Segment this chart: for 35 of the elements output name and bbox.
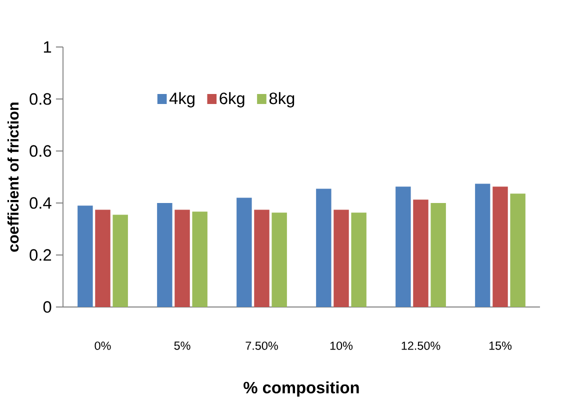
x-axis-title: % composition: [244, 381, 359, 397]
x-tick-label: 5%: [174, 342, 190, 350]
bar: [430, 202, 446, 307]
x-tick-label: 10%: [330, 342, 353, 350]
y-tick-label: 1: [44, 41, 52, 53]
bar: [316, 188, 332, 307]
y-tick-label: 0.6: [30, 145, 52, 157]
bar: [334, 210, 349, 307]
y-axis-title: coefficient of friction: [7, 102, 19, 252]
bar: [254, 210, 270, 307]
y-tick-label: 0: [43, 301, 52, 313]
bar: [475, 184, 490, 307]
y-tick-label: 0.4: [30, 197, 52, 209]
bar: [157, 202, 172, 307]
y-tick-label: 0.8: [30, 93, 52, 105]
x-tick-label: 0%: [94, 342, 111, 350]
bar: [413, 200, 428, 307]
y-tick-label: 0.2: [30, 249, 52, 261]
bar: [174, 210, 190, 307]
bar: [112, 214, 128, 307]
bar: [510, 194, 526, 307]
bar: [396, 186, 411, 307]
bar: [236, 198, 252, 307]
x-tick-label: 15%: [489, 342, 512, 350]
bar: [351, 212, 366, 307]
x-tick-label: 7.50%: [246, 342, 278, 350]
bar: [192, 212, 208, 307]
legend-label: 8kg: [269, 92, 294, 108]
legend-label: 4kg: [169, 92, 194, 108]
bar: [78, 206, 93, 307]
bar: [95, 210, 110, 307]
legend-label: 6kg: [220, 92, 244, 108]
bar: [272, 212, 287, 307]
bar: [492, 186, 508, 307]
x-tick-label: 12.50%: [402, 342, 440, 350]
